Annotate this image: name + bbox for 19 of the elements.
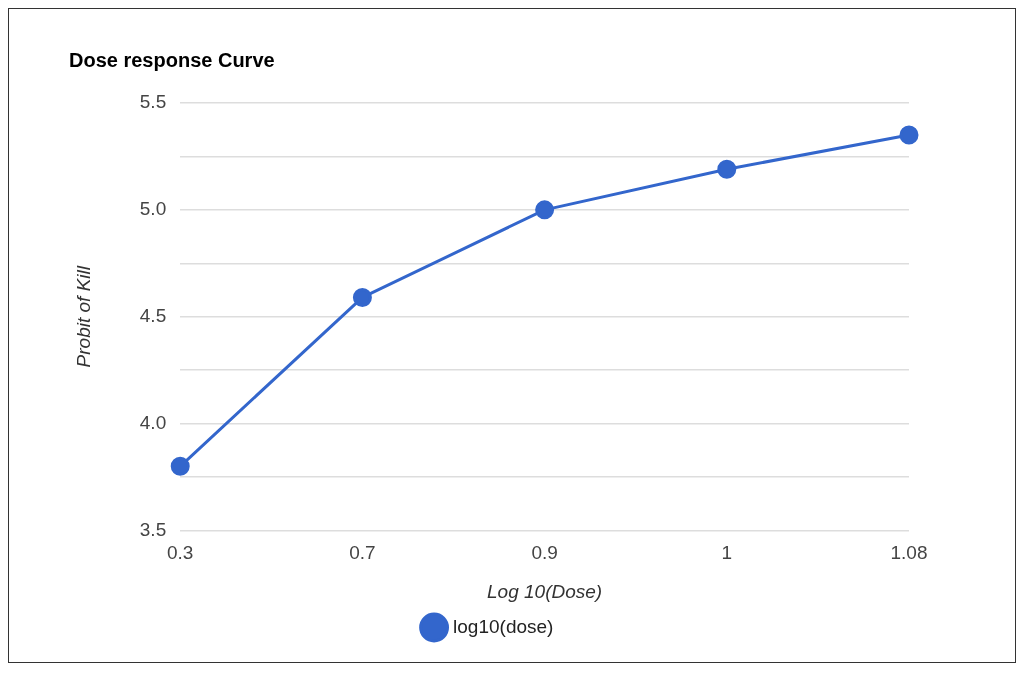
x-tick-label: 1 [721,542,733,564]
x-tick-label: 0.9 [531,542,558,564]
x-tick-label: 1.08 [890,542,928,564]
y-tick-label: 4.0 [139,411,167,433]
point [899,125,919,145]
x-tick-label: 0.3 [167,542,194,564]
legend-label: log10(dose) [453,615,554,637]
y-axis-title: Probit of Kill [72,265,94,368]
chart-title: Dose response Curve [69,48,275,71]
point [352,287,372,307]
y-tick-label: 4.5 [139,304,167,326]
x-axis-title: Log 10(Dose) [487,580,603,602]
y-tick-label: 5.0 [139,198,167,220]
x-tick-label: 0.7 [349,542,376,564]
point [717,159,737,179]
point [170,456,190,476]
y-tick-label: 5.5 [139,91,167,113]
point [535,200,555,220]
y-tick-label: 3.5 [139,518,167,540]
